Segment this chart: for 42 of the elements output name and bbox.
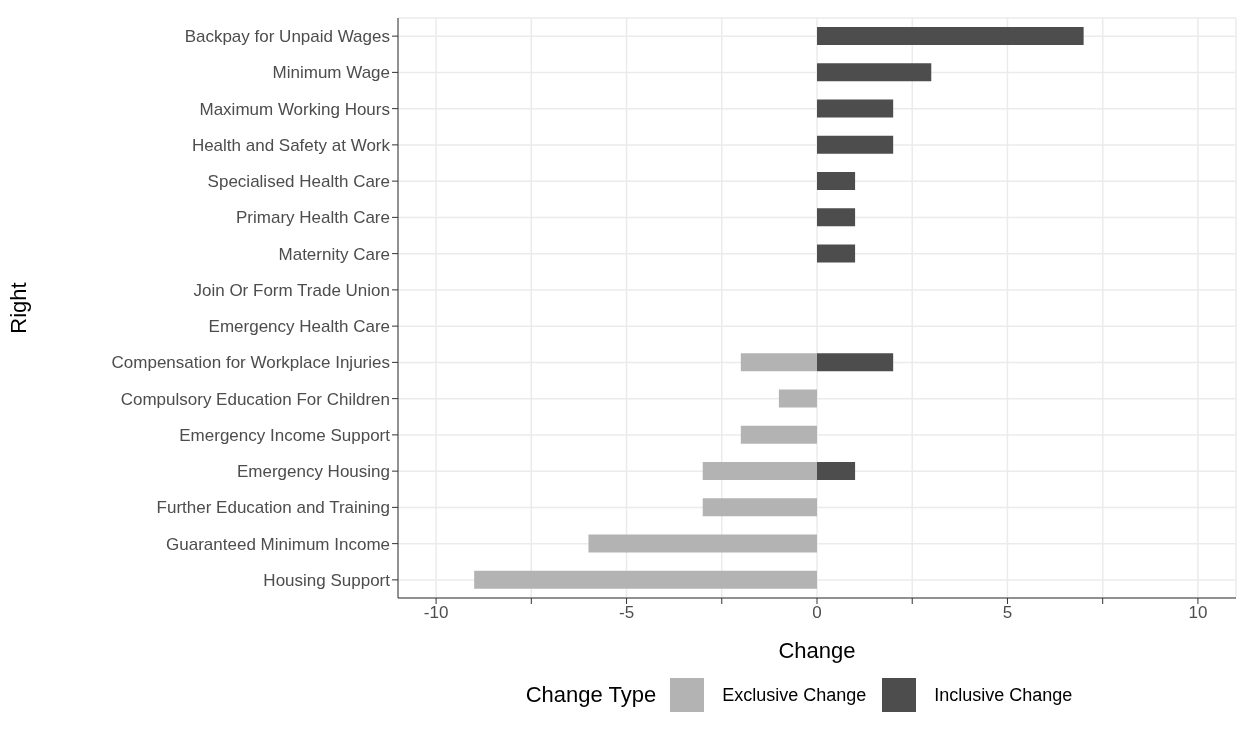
- bar: [702, 462, 817, 480]
- bar: [702, 498, 817, 517]
- y-tick-label: Health and Safety at Work: [191, 135, 391, 155]
- y-tick-label: Emergency Income Support: [179, 425, 391, 445]
- bar: [740, 425, 817, 444]
- bar: [817, 353, 894, 372]
- y-axis-title: Right: [5, 282, 31, 334]
- x-tick-label: 5: [1002, 603, 1013, 623]
- bar: [817, 208, 856, 227]
- bar: [817, 27, 1084, 45]
- y-tick-label: Housing Support: [263, 570, 391, 590]
- y-tick-label: Minimum Wage: [272, 63, 390, 83]
- y-tick-label: Maximum Working Hours: [199, 99, 390, 119]
- bar: [817, 99, 894, 118]
- bar: [474, 570, 817, 589]
- x-tick-label: -5: [618, 603, 635, 623]
- y-tick-label: Further Education and Training: [156, 498, 390, 518]
- legend-label: Inclusive Change: [934, 684, 1073, 706]
- bar: [588, 534, 817, 553]
- bar: [817, 172, 856, 190]
- x-tick-label: 0: [812, 603, 822, 623]
- y-tick-label: Specialised Health Care: [207, 172, 390, 192]
- legend-title: Change Type: [525, 682, 657, 708]
- x-axis-title: Change: [778, 638, 856, 663]
- y-tick-label: Join Or Form Trade Union: [193, 280, 390, 300]
- bar: [740, 353, 817, 372]
- x-tick-label: 10: [1188, 603, 1208, 623]
- bar: [817, 135, 894, 154]
- x-tick-label: -10: [423, 603, 449, 623]
- y-tick-label: Emergency Housing: [236, 462, 390, 482]
- bar: [778, 389, 817, 408]
- legend-label: Exclusive Change: [722, 684, 867, 706]
- bar: [817, 63, 932, 82]
- bar: [817, 462, 856, 480]
- y-tick-label: Compulsory Education For Children: [120, 389, 390, 409]
- y-tick-label: Guaranteed Minimum Income: [166, 534, 390, 554]
- y-tick-label: Primary Health Care: [236, 208, 390, 228]
- bar: [817, 244, 856, 263]
- y-tick-label: Backpay for Unpaid Wages: [184, 27, 390, 47]
- y-tick-label: Maternity Care: [278, 244, 390, 264]
- y-tick-label: Emergency Health Care: [208, 317, 390, 337]
- y-tick-label: Compensation for Workplace Injuries: [111, 353, 390, 373]
